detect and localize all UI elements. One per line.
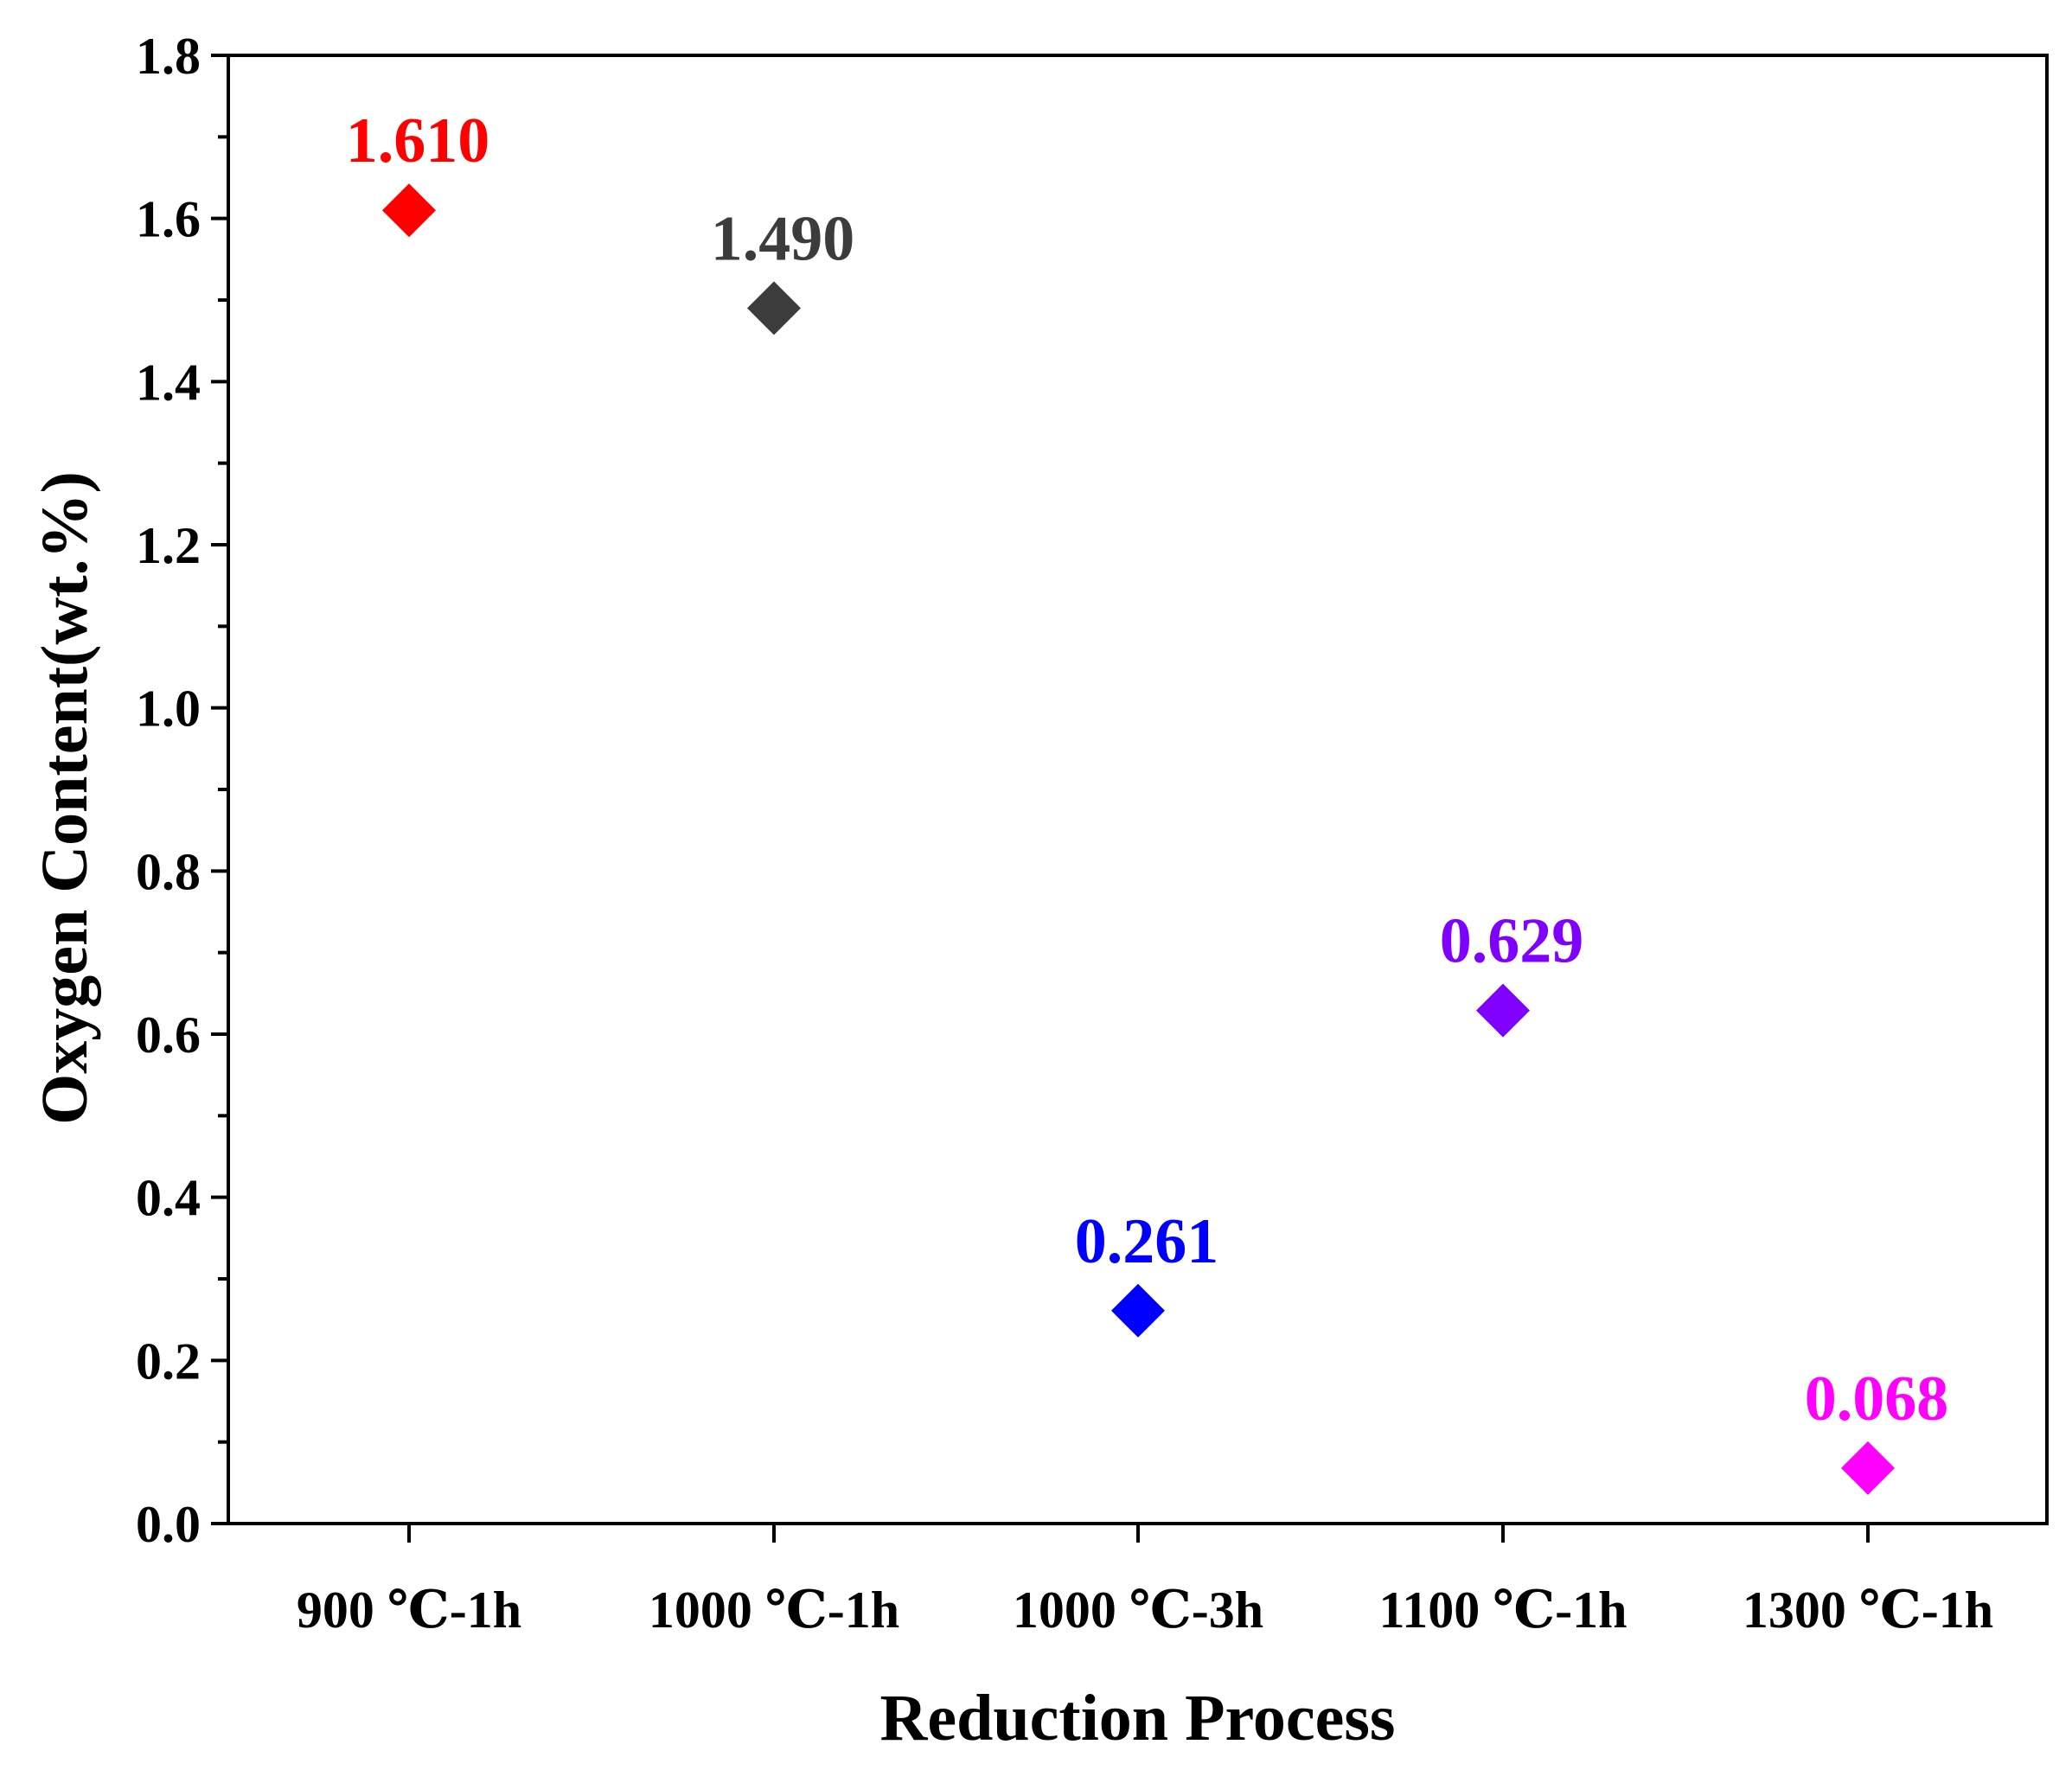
y-tick-label: 0.8 bbox=[136, 843, 201, 900]
y-tick-label: 0.4 bbox=[136, 1170, 201, 1227]
x-tick-label: 1000 ℃-3h bbox=[1013, 1581, 1263, 1639]
data-value-label: 1.610 bbox=[346, 105, 490, 176]
y-tick-label: 0.6 bbox=[136, 1006, 201, 1064]
y-tick-label: 0.2 bbox=[136, 1332, 201, 1390]
data-value-label: 0.068 bbox=[1805, 1364, 1949, 1435]
y-axis: 0.0 0.2 0.4 0.6 0.8 1.0 1.2 1.4 1.6 1.8 bbox=[136, 28, 228, 1553]
x-tick-label: 1100 ℃-1h bbox=[1379, 1581, 1628, 1639]
data-point-diamond bbox=[1476, 983, 1530, 1038]
data-value-label: 1.490 bbox=[711, 203, 855, 274]
y-axis-title: Oxygen Content(wt.%) bbox=[29, 471, 101, 1125]
data-value-label: 0.261 bbox=[1075, 1206, 1219, 1277]
y-tick-label: 1.0 bbox=[136, 681, 201, 738]
y-tick-label: 0.0 bbox=[136, 1496, 201, 1553]
x-tick-label: 900 ℃-1h bbox=[297, 1581, 521, 1639]
data-point-diamond bbox=[382, 183, 436, 238]
x-axis: 900 ℃-1h 1000 ℃-1h 1000 ℃-3h 1100 ℃-1h 1300 … bbox=[297, 1524, 1993, 1639]
x-axis-title: Reduction Process bbox=[880, 1682, 1396, 1754]
y-tick-label: 1.2 bbox=[136, 517, 201, 574]
y-tick-label: 1.8 bbox=[136, 28, 201, 85]
data-points: 1.610 1.490 0.261 0.629 0.068 bbox=[346, 105, 1949, 1495]
data-value-label: 0.629 bbox=[1440, 906, 1584, 977]
x-tick-label: 1300 ℃-1h bbox=[1743, 1581, 1993, 1639]
data-point-diamond bbox=[1111, 1283, 1165, 1338]
y-tick-label: 1.4 bbox=[136, 354, 201, 411]
y-tick-label: 1.6 bbox=[136, 191, 201, 248]
x-tick-label: 1000 ℃-1h bbox=[649, 1581, 899, 1639]
data-point-diamond bbox=[1841, 1441, 1895, 1495]
data-point-diamond bbox=[747, 281, 801, 335]
